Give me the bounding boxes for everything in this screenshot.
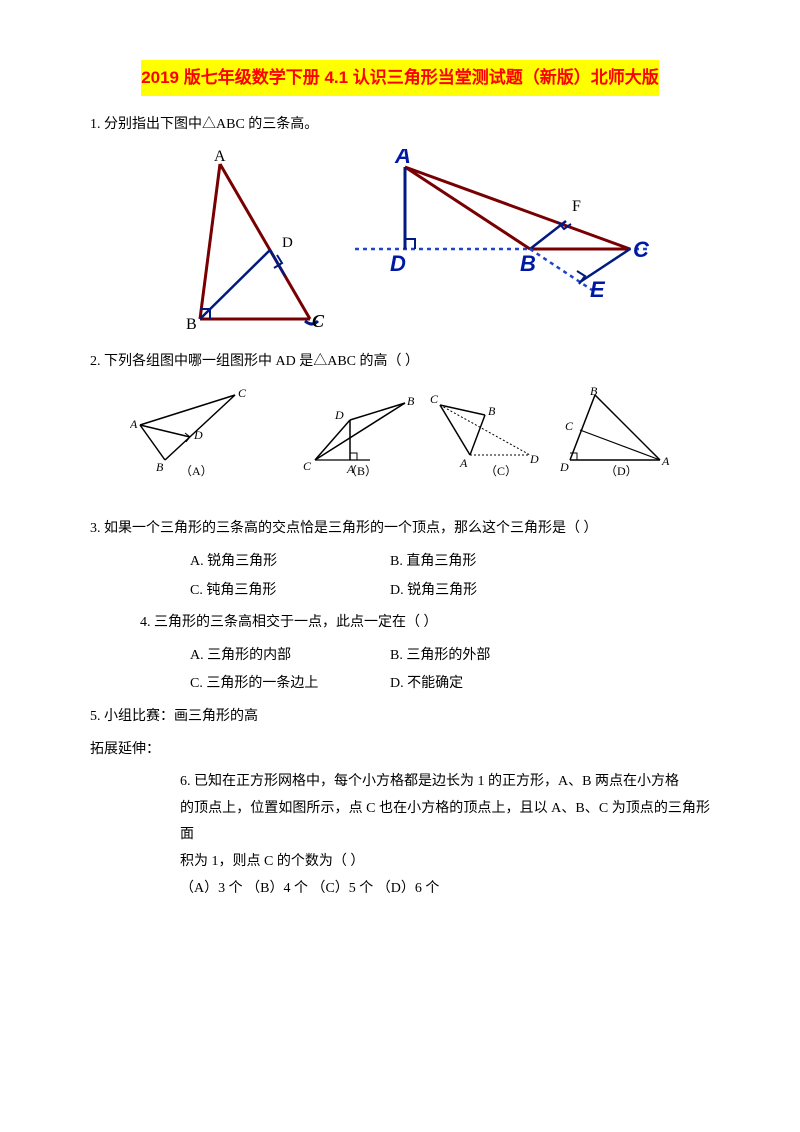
svg-text:（C）: （C）	[485, 464, 517, 478]
svg-text:A: A	[394, 149, 411, 168]
question-6: 6. 已知在正方形网格中，每个小方格都是边长为 1 的正方形，A、B 两点在小方…	[90, 769, 710, 875]
q3-opt-b: B. 直角三角形	[390, 549, 590, 576]
triangle-figure-1: A B C D	[160, 149, 330, 339]
question-5: 5. 小组比赛：画三角形的高	[90, 704, 710, 731]
svg-text:E: E	[590, 277, 606, 302]
svg-text:C: C	[430, 392, 439, 406]
q3-opt-a: A. 锐角三角形	[190, 549, 390, 576]
svg-text:F: F	[572, 198, 581, 215]
q3-options: A. 锐角三角形 B. 直角三角形 C. 钝角三角形 D. 锐角三角形	[90, 549, 710, 604]
svg-text:C: C	[633, 237, 650, 262]
svg-text:A: A	[214, 149, 226, 165]
q6-line3: 积为 1，则点 C 的个数为（ ）	[180, 849, 710, 876]
svg-text:A: A	[661, 454, 670, 468]
svg-text:D: D	[390, 251, 406, 276]
svg-text:A: A	[459, 456, 468, 470]
svg-text:D: D	[334, 408, 344, 422]
page-title: 2019 版七年级数学下册 4.1 认识三角形当堂测试题（新版）北师大版	[141, 60, 659, 96]
question-4: 4. 三角形的三条高相交于一点，此点一定在（ ）	[90, 610, 710, 637]
q4-options: A. 三角形的内部 B. 三角形的外部 C. 三角形的一条边上 D. 不能确定	[90, 643, 710, 698]
q4-opt-c: C. 三角形的一条边上	[190, 671, 390, 698]
q3-opt-c: C. 钝角三角形	[190, 578, 390, 605]
svg-text:C: C	[312, 311, 325, 331]
triangle-figure-2: A D B C E F	[350, 149, 660, 309]
q4-text: 4. 三角形的三条高相交于一点，此点一定在（ ）	[140, 615, 438, 630]
question-2: 2. 下列各组图中哪一组图形中 AD 是△ABC 的高（ ）	[90, 349, 710, 376]
svg-text:D: D	[193, 428, 203, 442]
figure-row-2: A B C D （A） C D B A （B）	[130, 385, 710, 480]
svg-text:（A）: （A）	[180, 464, 213, 478]
q4-opt-a: A. 三角形的内部	[190, 643, 390, 670]
q3-opt-d: D. 锐角三角形	[390, 578, 590, 605]
svg-text:A: A	[130, 417, 138, 431]
svg-text:C: C	[565, 419, 574, 433]
q1-text: 1. 分别指出下图中△ABC 的三条高。	[90, 117, 318, 132]
extend-heading: 拓展延伸：	[90, 737, 710, 764]
svg-text:D: D	[529, 452, 539, 466]
q2-text: 2. 下列各组图中哪一组图形中 AD 是△ABC 的高（ ）	[90, 354, 419, 369]
q4-opt-b: B. 三角形的外部	[390, 643, 590, 670]
q6-options: （A）3 个 （B）4 个 （C）5 个 （D）6 个	[90, 876, 710, 903]
svg-text:B: B	[156, 460, 164, 474]
options-figure: A B C D （A） C D B A （B）	[130, 385, 690, 480]
extend-text: 拓展延伸：	[90, 742, 160, 757]
svg-text:B: B	[520, 251, 536, 276]
question-3: 3. 如果一个三角形的三条高的交点恰是三角形的一个顶点，那么这个三角形是（ ）	[90, 516, 710, 543]
q6-opts-text: （A）3 个 （B）4 个 （C）5 个 （D）6 个	[180, 881, 439, 896]
svg-text:B: B	[186, 316, 197, 333]
svg-text:C: C	[303, 459, 312, 473]
svg-text:B: B	[488, 404, 496, 418]
svg-text:（D）: （D）	[605, 464, 638, 478]
svg-text:D: D	[559, 460, 569, 474]
svg-text:C: C	[238, 386, 247, 400]
q6-line1: 6. 已知在正方形网格中，每个小方格都是边长为 1 的正方形，A、B 两点在小方…	[180, 769, 710, 796]
q4-opt-d: D. 不能确定	[390, 671, 590, 698]
q3-text: 3. 如果一个三角形的三条高的交点恰是三角形的一个顶点，那么这个三角形是（ ）	[90, 521, 598, 536]
q6-line2: 的顶点上，位置如图所示，点 C 也在小方格的顶点上，且以 A、B、C 为顶点的三…	[180, 796, 710, 849]
figure-row-1: A B C D A D B C	[160, 149, 710, 339]
question-1: 1. 分别指出下图中△ABC 的三条高。	[90, 112, 710, 139]
svg-text:B: B	[407, 394, 415, 408]
svg-text:（B）: （B）	[345, 464, 377, 478]
svg-text:D: D	[282, 235, 293, 251]
svg-text:B: B	[590, 385, 598, 398]
q5-text: 5. 小组比赛：画三角形的高	[90, 709, 258, 724]
